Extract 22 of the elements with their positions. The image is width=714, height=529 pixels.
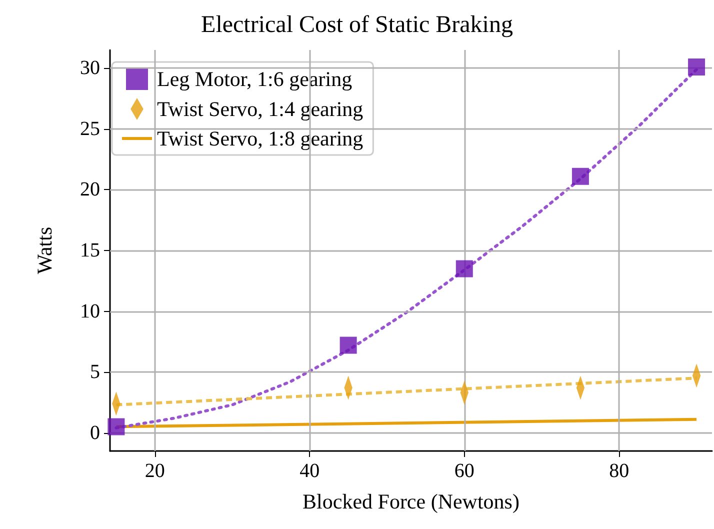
y-tick-label: 15	[80, 240, 100, 262]
legend-label: Twist Servo, 1:8 gearing	[157, 126, 364, 150]
legend-label: Leg Motor, 1:6 gearing	[157, 67, 353, 91]
y-axis-title: Watts	[32, 226, 56, 274]
point	[456, 260, 473, 278]
chart-title: Electrical Cost of Static Braking	[201, 12, 513, 38]
y-tick-label: 10	[80, 300, 100, 322]
point	[340, 336, 357, 354]
x-axis-title: Blocked Force (Newtons)	[302, 490, 520, 514]
y-tick-label: 30	[80, 57, 100, 80]
x-tick-label: 80	[609, 460, 630, 482]
x-tick-label: 20	[144, 460, 165, 482]
y-tick-label: 5	[90, 361, 100, 384]
x-tick-label: 40	[300, 460, 320, 482]
point	[108, 418, 125, 436]
y-tick-label: 25	[80, 118, 100, 140]
point	[688, 58, 706, 76]
y-tick-label: 20	[80, 178, 100, 201]
y-tick-label: 0	[90, 422, 100, 444]
x-tick-label: 60	[454, 460, 474, 482]
legend-label: Twist Servo, 1:4 gearing	[157, 97, 364, 121]
point	[572, 168, 589, 185]
